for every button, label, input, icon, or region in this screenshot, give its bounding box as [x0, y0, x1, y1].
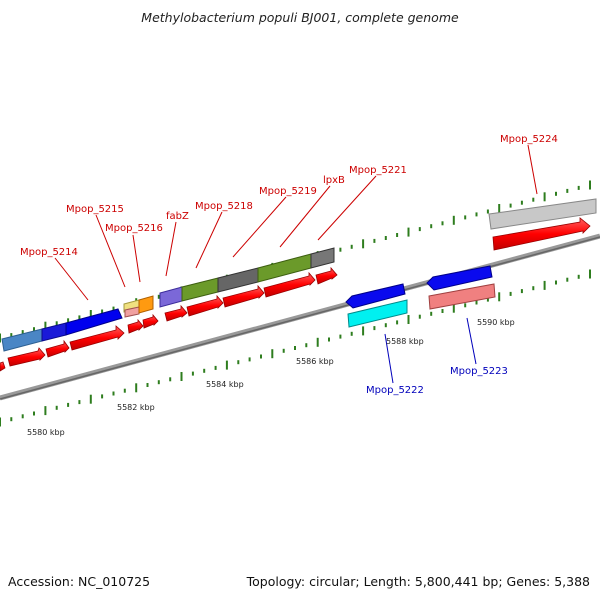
cds-arrow	[164, 304, 188, 322]
cds-arrow	[127, 318, 144, 334]
genome-backbone	[0, 233, 600, 401]
inner-tick-marks	[0, 269, 591, 427]
cds-arrow	[492, 217, 591, 251]
gene-label-mpop-5224: Mpop_5224	[500, 134, 558, 145]
tick-label: 5582 kbp	[117, 403, 155, 412]
gene-label-lpxb: lpxB	[323, 175, 345, 186]
cds-arrow	[7, 347, 46, 367]
tick-label: 5584 kbp	[206, 380, 244, 389]
feature-mpop-5215b-box	[65, 308, 123, 336]
feature-mpop-5223-box	[428, 283, 496, 310]
cds-arrow	[315, 266, 338, 285]
feature-mpop-5221-box	[310, 247, 335, 269]
gene-label-mpop-5214: Mpop_5214	[20, 247, 78, 258]
gene-label-mpop-5219: Mpop_5219	[259, 186, 317, 197]
feature-mpop-5219-box	[217, 267, 259, 293]
map-title: Methylobacterium populi BJ001, complete …	[141, 10, 459, 25]
forward-leader-lines	[54, 144, 538, 301]
accession-text: Accession: NC_010725	[8, 574, 151, 589]
topology-text: Topology: circular; Length: 5,800,441 bp…	[246, 574, 590, 589]
cds-arrow	[263, 271, 316, 298]
tick-label: 5590 kbp	[477, 318, 515, 327]
gene-labels: Mpop_5214 Mpop_5215 Mpop_5216 fabZ Mpop_…	[20, 134, 558, 396]
forward-features	[1, 198, 597, 352]
kbp-tick-labels: 5580 kbp 5582 kbp 5584 kbp 5586 kbp 5588…	[27, 318, 515, 437]
feature-mpop-5218-box	[181, 277, 219, 302]
feature-mpop-5224-box	[488, 198, 597, 230]
cds-arrow	[45, 339, 70, 358]
gene-label-fabz: fabZ	[166, 211, 189, 222]
gene-label-mpop-5215: Mpop_5215	[66, 204, 124, 215]
tick-label: 5580 kbp	[27, 428, 65, 437]
cds-arrow	[222, 284, 265, 308]
tick-label: 5586 kbp	[296, 357, 334, 366]
feature-mpop-5216b-box	[124, 306, 140, 318]
cds-arrow	[142, 313, 159, 329]
feature-mpop-5222-arrow	[345, 283, 406, 309]
feature-mpop-5222-box	[347, 299, 408, 328]
cds-arrow	[186, 294, 224, 317]
cds-arrow	[69, 325, 125, 351]
reverse-leader-lines	[384, 317, 477, 384]
feature-lpxb-box	[159, 286, 183, 308]
feature-mpop-5223-arrow	[426, 265, 493, 291]
gene-label-mpop-5221: Mpop_5221	[349, 165, 407, 176]
gene-label-mpop-5223: Mpop_5223	[450, 366, 508, 377]
cds-arrow	[0, 361, 6, 372]
gene-label-mpop-5218: Mpop_5218	[195, 201, 253, 212]
gene-label-mpop-5216: Mpop_5216	[105, 223, 163, 234]
feature-fabz-box	[138, 295, 154, 314]
gene-label-mpop-5222: Mpop_5222	[366, 385, 424, 396]
forward-cds-arrows	[0, 217, 591, 372]
tick-label: 5588 kbp	[386, 337, 424, 346]
reverse-features	[345, 265, 496, 328]
